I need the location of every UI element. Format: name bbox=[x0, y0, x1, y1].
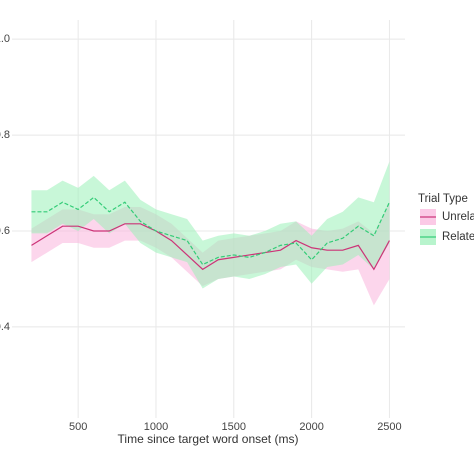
legend-label: Related bbox=[442, 231, 474, 243]
x-tick-label: 2000 bbox=[299, 421, 323, 433]
series-line bbox=[31, 196, 390, 266]
series-line bbox=[31, 223, 390, 271]
x-axis-label: Time since target word onset (ms) bbox=[118, 432, 299, 446]
x-tick-label: 1000 bbox=[144, 421, 168, 433]
legend-label: Unrelated bbox=[442, 211, 474, 223]
y-tick-label: 1.0 bbox=[0, 33, 10, 45]
x-tick-label: 1500 bbox=[222, 421, 246, 433]
y-tick-label: 0.4 bbox=[0, 321, 10, 333]
x-tick-label: 500 bbox=[69, 421, 87, 433]
y-tick-label: 0.8 bbox=[0, 129, 10, 141]
confidence-band bbox=[31, 161, 390, 289]
legend-title: Trial Type bbox=[418, 193, 468, 205]
y-tick-label: 0.6 bbox=[0, 225, 10, 237]
x-tick-label: 2500 bbox=[377, 421, 401, 433]
